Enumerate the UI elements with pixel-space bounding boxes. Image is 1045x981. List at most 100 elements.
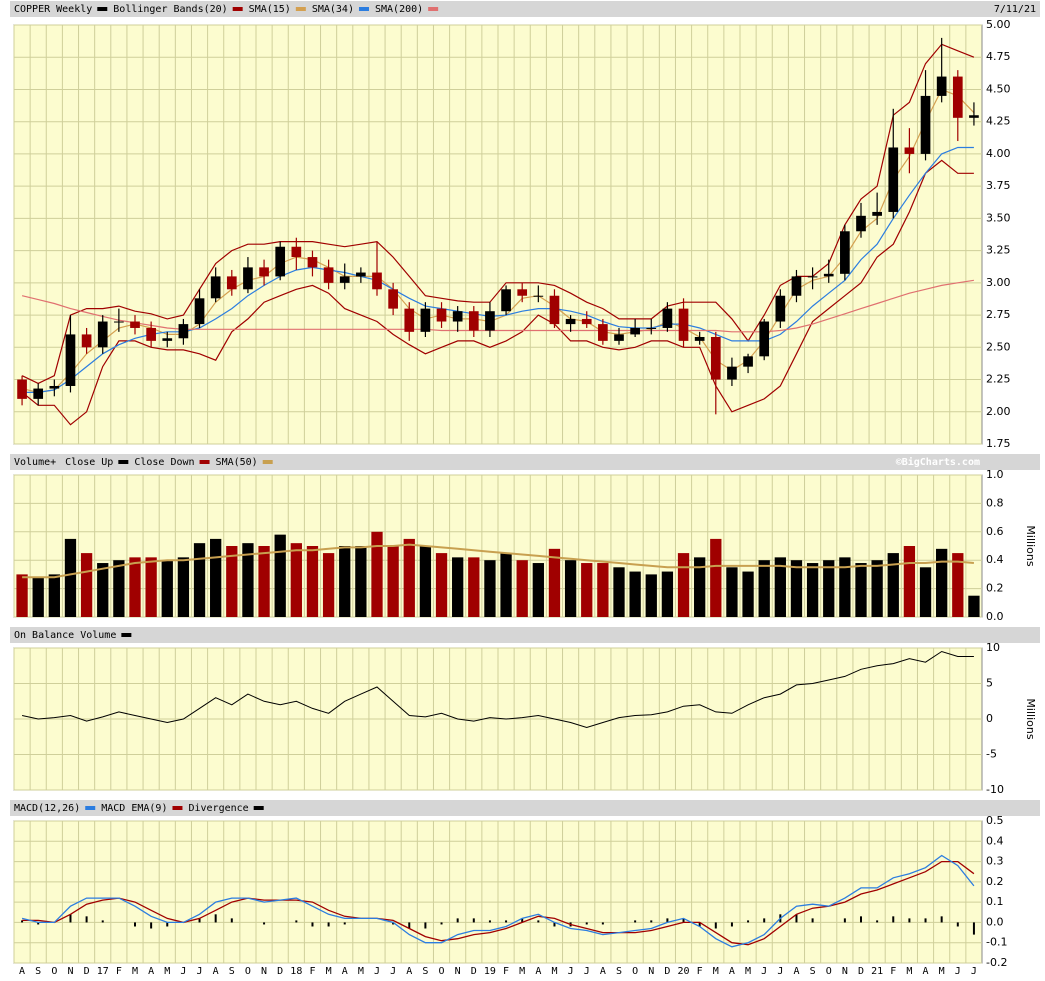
x-tick-label: J — [971, 966, 977, 977]
candle-body — [533, 295, 544, 297]
candle-body — [856, 215, 866, 232]
x-tick-label: J — [197, 966, 203, 977]
legend-label: MACD(12,26) — [14, 803, 80, 814]
y-tick-label: 3.50 — [986, 211, 1011, 224]
y-tick-label: 2.50 — [986, 340, 1011, 353]
x-tick-label: O — [632, 966, 638, 977]
y-tick-label: 1.75 — [986, 437, 1011, 450]
x-tick-label: J — [955, 966, 961, 977]
x-tick-label: M — [358, 966, 364, 977]
candle-body — [969, 115, 979, 118]
legend-label: On Balance Volume — [14, 630, 116, 641]
x-tick-label: M — [551, 966, 557, 977]
candle-body — [614, 334, 624, 341]
volume-bar — [306, 546, 319, 617]
candle-body — [468, 311, 479, 331]
candle-body — [130, 321, 140, 328]
panel-header — [10, 1, 1040, 17]
x-tick-label: D — [858, 966, 864, 977]
x-tick-label: D — [664, 966, 670, 977]
volume-bar — [468, 557, 480, 617]
volume-bar — [403, 538, 415, 617]
x-tick-label: M — [939, 966, 945, 977]
credit: ©BigCharts.com — [896, 456, 980, 468]
legend-swatch — [262, 460, 273, 464]
y-tick-label: 0.4 — [986, 834, 1004, 847]
candle-body — [743, 356, 753, 367]
candle-body — [162, 338, 173, 341]
x-tick-label: F — [309, 966, 315, 977]
volume-bar — [371, 531, 383, 617]
candle-body — [291, 246, 302, 258]
x-tick-label: A — [148, 966, 154, 977]
candle-body — [936, 76, 947, 96]
volume-bar — [855, 563, 867, 617]
y-tick-label: 4.75 — [986, 50, 1011, 63]
candle-body — [372, 272, 382, 290]
x-tick-label: A — [213, 966, 219, 977]
panel-header — [10, 800, 1040, 816]
volume-bar — [613, 567, 625, 617]
x-tick-label: S — [810, 966, 816, 977]
x-tick-label: F — [890, 966, 896, 977]
candle-body — [65, 334, 76, 386]
panel-header — [10, 454, 1040, 470]
candle-body — [452, 311, 463, 322]
candle-body — [840, 231, 850, 274]
candle-body — [791, 276, 802, 296]
x-tick-label: S — [35, 966, 41, 977]
legend-label: SMA(50) — [216, 457, 258, 468]
y-tick-label: 2.00 — [986, 405, 1011, 418]
volume-bar — [516, 560, 528, 617]
x-tick-label: O — [439, 966, 445, 977]
x-tick-label: O — [245, 966, 251, 977]
candle-body — [565, 318, 576, 325]
legend-label: Close Down — [134, 457, 194, 468]
y-tick-label: 2.75 — [986, 308, 1011, 321]
candle-body — [275, 246, 286, 277]
y-tick-label: 2.25 — [986, 373, 1011, 386]
legend-swatch — [97, 7, 108, 11]
x-tick-label: O — [826, 966, 832, 977]
x-tick-label: A — [406, 966, 412, 977]
candle-body — [356, 272, 366, 277]
volume-bar — [177, 557, 190, 617]
x-tick-label: M — [519, 966, 525, 977]
candle-body — [646, 327, 657, 329]
volume-bar — [839, 557, 851, 617]
volume-bar — [32, 577, 44, 617]
legend-swatch — [232, 7, 243, 11]
y-tick-label: -10 — [986, 783, 1004, 796]
x-tick-label: M — [745, 966, 751, 977]
volume-bar — [322, 553, 335, 617]
x-tick-label: 17 — [97, 966, 109, 977]
volume-bar — [661, 571, 674, 617]
y-tick-label: 3.75 — [986, 179, 1011, 192]
indicator-line — [21, 43, 975, 385]
candle-body — [549, 295, 560, 325]
y-tick-label: -0.1 — [986, 936, 1007, 949]
volume-bar — [806, 563, 819, 617]
volume-bar — [97, 563, 109, 617]
volume-bar — [193, 543, 206, 617]
volume-bar — [210, 538, 222, 617]
y-tick-label: 0.0 — [986, 915, 1004, 928]
volume-bar — [64, 538, 77, 617]
legend-label: SMA(34) — [312, 4, 354, 15]
volume-bar — [80, 553, 93, 617]
candle-body — [388, 289, 398, 309]
candle-body — [485, 311, 495, 331]
x-tick-label: S — [616, 966, 622, 977]
candle-body — [17, 379, 27, 399]
candle-body — [243, 267, 253, 290]
x-tick-label: J — [584, 966, 590, 977]
y-tick-label: -0.2 — [986, 956, 1007, 969]
candle-body — [952, 76, 963, 118]
candle-body — [49, 385, 60, 389]
volume-bar — [48, 574, 60, 617]
volume-bar — [16, 574, 28, 617]
date-label: 7/11/21 — [994, 4, 1036, 15]
x-tick-label: J — [777, 966, 783, 977]
volume-bar — [500, 553, 512, 617]
volume-bar — [274, 534, 286, 617]
